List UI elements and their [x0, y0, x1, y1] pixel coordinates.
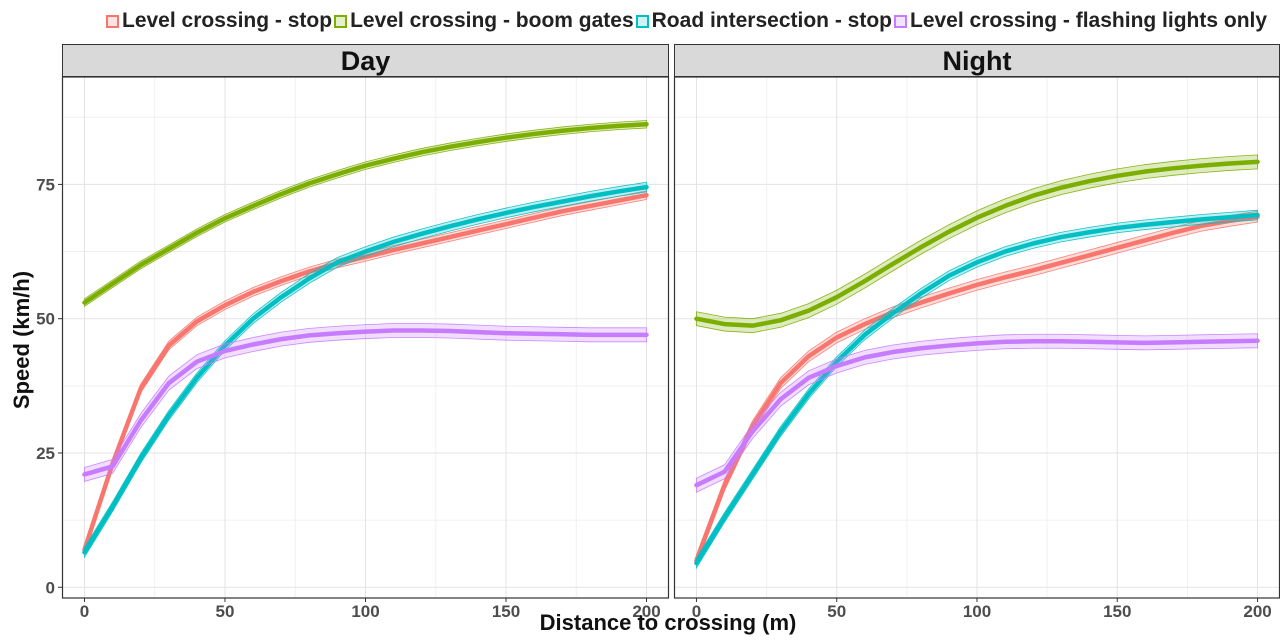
confidence-band-road-intersection-stop — [696, 209, 1258, 570]
legend-label: Level crossing - flashing lights only — [910, 9, 1268, 32]
y-tick-label: 25 — [36, 444, 55, 463]
legend-key-swatch — [894, 14, 907, 28]
x-tick-label: 50 — [216, 602, 235, 621]
x-tick-label: 150 — [1103, 602, 1131, 621]
confidence-band-level-crossing-flashing-lights-only — [84, 323, 647, 482]
series-line-road-intersection-stop — [694, 212, 1260, 566]
panel-title-night: Night — [674, 44, 1280, 77]
legend-item-level-crossing-flashing-lights: Level crossing - flashing lights only — [894, 9, 1267, 33]
confidence-band-road-intersection-stop — [84, 181, 647, 559]
x-tick-label: 50 — [827, 602, 846, 621]
series-line-level-crossing-boom-gates — [694, 159, 1260, 328]
confidence-band-level-crossing-boom-gates — [84, 120, 647, 308]
x-tick-label: 0 — [692, 602, 701, 621]
series-line-road-intersection-stop — [82, 184, 649, 555]
x-tick-label: 150 — [492, 602, 520, 621]
series-line-level-crossing-flashing-lights-only — [82, 328, 649, 477]
series-line-level-crossing-stop — [82, 192, 649, 552]
y-tick-label: 50 — [36, 310, 55, 329]
y-tick-label: 75 — [36, 175, 55, 194]
series-line-level-crossing-flashing-lights-only — [694, 338, 1260, 488]
y-tick-label: 0 — [46, 578, 55, 597]
legend-key-swatch — [635, 14, 649, 28]
confidence-band-level-crossing-stop — [84, 190, 647, 555]
series-line-level-crossing-boom-gates — [82, 122, 649, 305]
legend-label: Level crossing - boom gates — [350, 9, 634, 32]
x-tick-label: 200 — [632, 602, 660, 621]
x-tick-label: 200 — [1243, 602, 1271, 621]
panel-title-day: Day — [62, 44, 669, 77]
x-tick-label: 100 — [351, 602, 379, 621]
legend-item-road-intersection-stop: Road intersection - stop — [635, 9, 892, 33]
legend-label: Road intersection - stop — [651, 9, 892, 32]
y-axis-label: Speed (km/h) — [9, 270, 34, 410]
legend: Level crossing - stop Level crossing - b… — [106, 8, 1269, 34]
confidence-band-level-crossing-flashing-lights-only — [696, 333, 1258, 493]
series-line-level-crossing-stop — [694, 214, 1260, 563]
legend-key-swatch — [334, 14, 348, 28]
confidence-band-level-crossing-boom-gates — [696, 154, 1258, 334]
legend-label: Level crossing - stop — [122, 9, 333, 32]
x-tick-label: 100 — [963, 602, 991, 621]
legend-item-level-crossing-boom-gates: Level crossing - boom gates — [334, 9, 634, 33]
x-axis-label: Distance to crossing (m) — [539, 610, 797, 635]
x-tick-label: 0 — [80, 602, 89, 621]
legend-item-level-crossing-stop: Level crossing - stop — [106, 9, 332, 33]
legend-key-swatch — [106, 14, 119, 28]
confidence-band-level-crossing-stop — [696, 210, 1258, 566]
